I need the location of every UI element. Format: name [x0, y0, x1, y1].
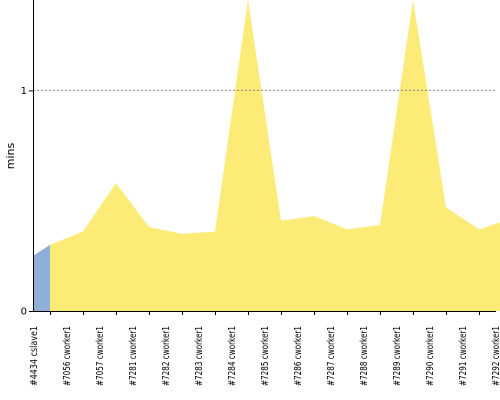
- x-axis: #4434 cslave1 #7056 cworker1 #7057 cworker…: [29, 311, 500, 386]
- x-tick-label-14: #7292 cworker1: [491, 326, 500, 386]
- y-axis-label: mins: [4, 142, 17, 169]
- plot-area: [33, 0, 500, 311]
- x-tick-label-5: #7283 cworker1: [194, 326, 205, 386]
- x-tick-label-13: #7291 cworker1: [458, 326, 469, 386]
- x-tick-label-3: #7281 cworker1: [128, 326, 139, 386]
- area-segment-lead: [33, 244, 50, 311]
- x-tick-label-11: #7289 cworker1: [392, 326, 403, 386]
- x-tick-label-10: #7288 cworker1: [359, 326, 370, 386]
- x-tick-label-4: #7282 cworker1: [161, 326, 172, 386]
- y-tick-label-0: 0: [21, 307, 27, 318]
- y-axis: 01: [21, 0, 34, 318]
- area-series: [50, 0, 500, 311]
- x-tick-label-6: #7284 cworker1: [227, 326, 238, 386]
- x-tick-label-9: #7287 cworker1: [326, 326, 337, 386]
- x-tick-label-12: #7290 cworker1: [425, 326, 436, 386]
- x-tick-label-1: #7056 cworker1: [62, 326, 73, 386]
- x-tick-label-0: #4434 cslave1: [29, 326, 40, 386]
- x-tick-label-8: #7286 cworker1: [293, 326, 304, 386]
- y-tick-label-1: 1: [21, 86, 27, 97]
- x-tick-label-7: #7285 cworker1: [260, 326, 271, 386]
- x-tick-label-2: #7057 cworker1: [95, 326, 106, 386]
